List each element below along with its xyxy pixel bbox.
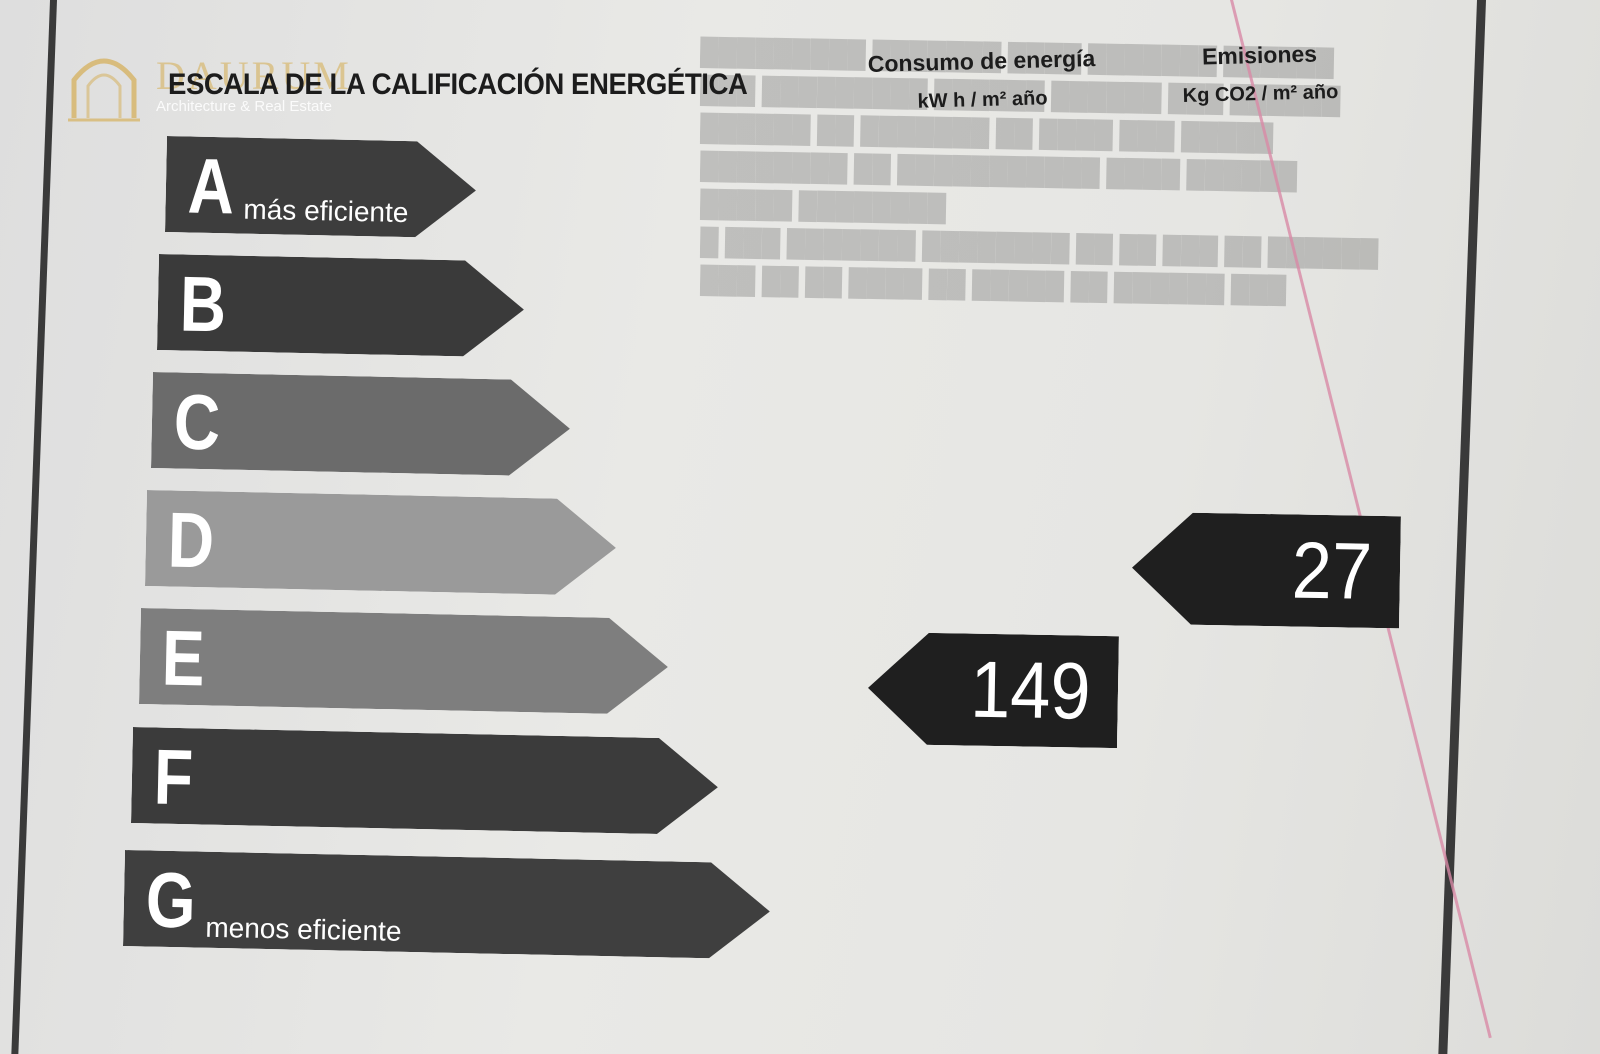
rating-bar-d: D bbox=[145, 490, 617, 596]
energy-column-header: Consumo de energía kW h / m² año bbox=[861, 45, 1103, 115]
scale-title: ESCALA DE LA CALIFICACIÓN ENERGÉTICA bbox=[168, 68, 748, 101]
rating-letter: C bbox=[173, 377, 222, 467]
house-arch-icon bbox=[68, 58, 140, 122]
rating-letter: E bbox=[161, 613, 206, 703]
rating-bar-e: E bbox=[139, 608, 669, 715]
logo-tagline: Architecture & Real Estate bbox=[156, 98, 332, 115]
energy-title: Consumo de energía bbox=[867, 45, 1096, 77]
rating-letter: F bbox=[153, 732, 194, 822]
rating-bar-g: G menos eficiente bbox=[123, 850, 771, 960]
rating-letter: A bbox=[187, 141, 236, 231]
energy-value: 149 bbox=[969, 644, 1091, 736]
rating-letter: D bbox=[167, 495, 216, 585]
watermark-logo: DAURUM Architecture & Real Estate bbox=[64, 46, 384, 126]
emissions-value: 27 bbox=[1291, 525, 1373, 616]
rating-sublabel: menos eficiente bbox=[205, 911, 402, 947]
rating-bar-c: C bbox=[151, 372, 571, 477]
rating-bar-b: B bbox=[157, 254, 525, 358]
logo-name: DAURUM bbox=[156, 53, 352, 98]
rating-letter: B bbox=[179, 259, 228, 349]
emissions-title: Emisiones bbox=[1201, 40, 1318, 70]
rating-letter: G bbox=[145, 855, 197, 945]
emissions-column-header: Emisiones Kg CO2 / m² año bbox=[1149, 39, 1371, 109]
rating-sublabel: más eficiente bbox=[243, 193, 409, 229]
rating-bar-f: F bbox=[131, 727, 719, 835]
